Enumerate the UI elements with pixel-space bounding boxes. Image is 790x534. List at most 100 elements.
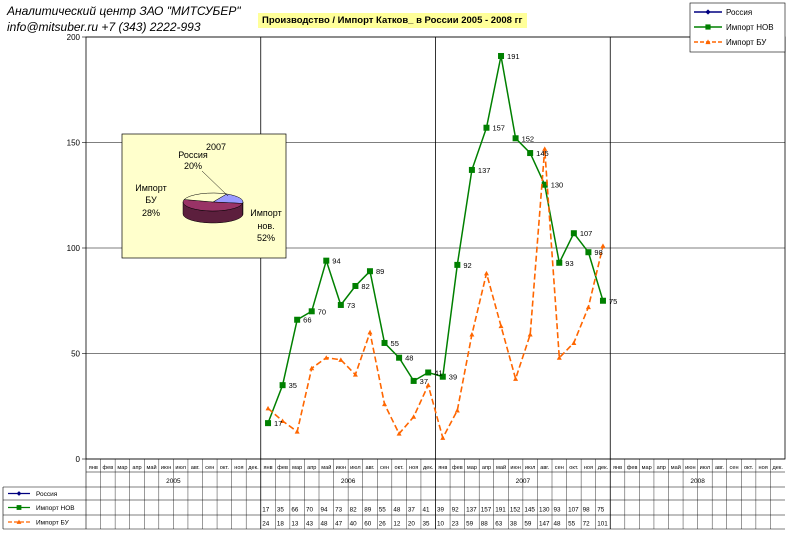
table-cell: 92 (452, 507, 460, 514)
data-label: 41 (434, 368, 442, 377)
marker-diamond (705, 9, 711, 15)
data-label: 75 (609, 297, 617, 306)
marker-triangle (440, 435, 446, 440)
marker-square (337, 301, 344, 308)
table-cell: 70 (306, 507, 314, 514)
marker-square (512, 135, 519, 142)
month-label: июн (336, 465, 346, 471)
marker-square (425, 369, 432, 376)
marker-triangle (600, 243, 606, 248)
marker-triangle (483, 270, 489, 276)
month-label: май (321, 464, 331, 471)
month-label: авг. (191, 465, 200, 471)
marker-triangle (294, 429, 300, 434)
table-cell: 107 (568, 507, 579, 514)
month-label: ноя (759, 465, 768, 471)
month-label: дек. (598, 465, 609, 471)
marker-triangle (469, 332, 475, 337)
table-series-name: Импорт НОВ (36, 505, 75, 512)
table-cell: 89 (364, 507, 372, 514)
month-label: авг. (715, 465, 724, 471)
month-label: дек. (773, 465, 784, 471)
marker-square (381, 339, 388, 346)
pie-leader-line (201, 170, 229, 197)
year-label: 2007 (516, 478, 531, 485)
y-tick-label: 150 (67, 139, 81, 148)
month-label: май (671, 464, 681, 471)
data-label: 17 (274, 419, 282, 428)
marker-triangle (411, 414, 417, 419)
data-label: 191 (507, 52, 520, 61)
table-cell: 13 (291, 521, 299, 528)
month-label: мар (117, 465, 127, 471)
table-series-name: Импорт БУ (36, 520, 70, 527)
month-label: янв (263, 465, 272, 471)
marker-square (498, 52, 505, 59)
table-cell: 59 (466, 521, 474, 528)
marker-square (454, 261, 461, 268)
data-label: 82 (361, 282, 369, 291)
legend-label: Импорт БУ (726, 38, 767, 47)
data-label: 93 (565, 259, 573, 268)
year-label: 2005 (166, 478, 181, 485)
company-contacts: info@mitsuber.ru +7 (343) 2222-993 (7, 20, 201, 34)
marker-diamond (16, 491, 22, 496)
table-cell: 66 (291, 507, 299, 514)
table-cell: 147 (539, 521, 550, 528)
marker-triangle (382, 401, 388, 407)
data-label: 89 (376, 267, 384, 276)
month-label: апр (482, 465, 491, 471)
month-label: июл (175, 465, 185, 471)
month-label: окт. (744, 465, 754, 471)
month-label: фев (452, 465, 463, 471)
month-label: мар (642, 465, 652, 471)
pie-label: Россия (178, 150, 208, 160)
data-label: 48 (405, 354, 413, 363)
pie-label: Импорт (135, 183, 166, 193)
pie-title: 2007 (206, 142, 226, 152)
month-label: июн (685, 465, 695, 471)
marker-square (308, 308, 315, 315)
company-name: Аналитический центр ЗАО "МИТСУБЕР" (7, 4, 241, 18)
month-label: дек. (248, 465, 259, 471)
month-label: янв (438, 465, 447, 471)
year-label: 2008 (690, 478, 705, 485)
data-label: 73 (347, 301, 355, 310)
table-cell: 152 (510, 507, 521, 514)
month-label: мар (292, 465, 302, 471)
marker-square (294, 316, 301, 323)
data-label: 145 (536, 149, 549, 158)
data-label: 94 (332, 257, 340, 266)
marker-triangle (498, 323, 504, 329)
pie-label: нов. (257, 221, 274, 231)
month-label: окт. (220, 465, 230, 471)
marker-triangle (367, 329, 373, 335)
table-cell: 35 (277, 507, 285, 514)
month-label: ноя (409, 465, 418, 471)
marker-square (527, 150, 534, 157)
month-label: май (496, 464, 506, 471)
y-tick-label: 0 (76, 455, 81, 464)
marker-triangle (323, 355, 329, 360)
marker-triangle (280, 418, 286, 424)
table-cell: 37 (408, 507, 416, 514)
month-label: дек. (423, 465, 434, 471)
marker-square (468, 166, 475, 173)
marker-triangle (513, 376, 519, 381)
table-cell: 48 (393, 507, 401, 514)
marker-triangle (454, 407, 460, 413)
marker-square (279, 382, 286, 389)
table-cell: 40 (350, 521, 358, 528)
month-label: апр (132, 465, 141, 471)
data-label: 152 (522, 134, 535, 143)
table-cell: 101 (597, 521, 608, 528)
marker-square (352, 282, 359, 289)
table-cell: 18 (277, 521, 285, 528)
marker-square (585, 249, 592, 256)
table-cell: 94 (321, 507, 329, 514)
marker-triangle (425, 382, 431, 388)
month-label: янв (613, 465, 622, 471)
marker-square (541, 181, 548, 188)
table-cell: 20 (408, 521, 416, 528)
